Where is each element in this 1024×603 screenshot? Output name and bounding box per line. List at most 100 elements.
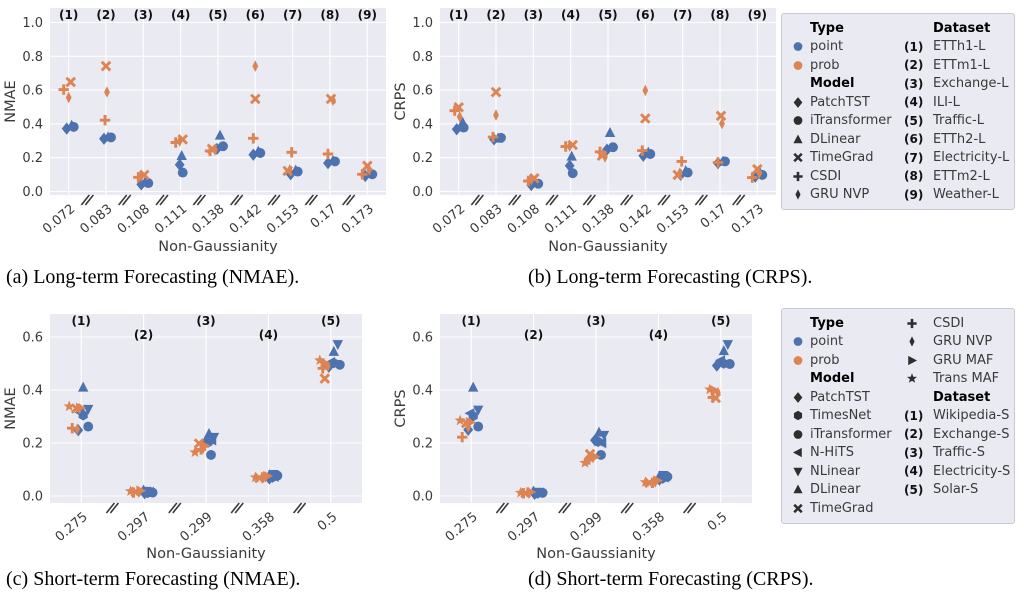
column-label: (1) (59, 8, 78, 22)
x-tick-label: 0.173 (339, 202, 377, 237)
legend-row: (2) ETTm1-L (904, 56, 1009, 75)
x-tick-label: 0.111 (542, 202, 580, 237)
plus-icon (712, 157, 724, 168)
legend-label: ETTh2-L (933, 131, 986, 147)
column-label: (7) (673, 8, 692, 22)
dataset-number: (6) (904, 132, 924, 147)
y-tick-label: 0.8 (412, 50, 433, 65)
column-label: (9) (748, 8, 767, 22)
column-label: (9) (358, 8, 377, 22)
legend-label: point (810, 39, 844, 55)
triangle-up-icon (290, 164, 301, 175)
legend-row: iTransformer (790, 425, 902, 444)
circle-icon (793, 337, 803, 347)
legend-label: NLinear (810, 463, 861, 479)
thin-diamond-icon (286, 164, 293, 176)
legend-row: Trans MAF (904, 370, 1010, 389)
thin-diamond-icon (795, 189, 801, 200)
circle-icon (793, 355, 803, 365)
triangle-left-icon (790, 445, 810, 460)
axis-break-mark (230, 194, 240, 206)
triangle-down-icon (793, 467, 803, 477)
column-label: (8) (320, 8, 339, 22)
circle-icon (793, 60, 803, 70)
thin-diamond-icon (212, 144, 218, 156)
plus-icon (487, 131, 499, 143)
circle-icon (334, 359, 345, 370)
thin-diamond-icon (602, 151, 608, 163)
x-cross-icon (790, 150, 810, 165)
column-label: (1) (72, 314, 91, 328)
legend-label: prob (810, 57, 840, 73)
caption-c: (c) Short-term Forecasting (NMAE). (6, 568, 301, 590)
legend-row: (2) Exchange-S (904, 425, 1010, 444)
axis-break-mark (558, 502, 568, 514)
legend-label: iTransformer (810, 113, 892, 129)
thin-diamond-icon (65, 91, 72, 104)
legend-row: (3) Exchange-L (904, 75, 1009, 94)
legend-label: DLinear (810, 131, 861, 147)
column-label: (1) (449, 8, 468, 22)
column-label: (5) (598, 8, 617, 22)
legend-row: point (790, 333, 902, 352)
thin-diamond-icon (719, 117, 725, 130)
y-tick-label: 0.2 (412, 151, 433, 166)
triangle-down-icon (722, 340, 733, 351)
diamond-icon (790, 390, 810, 405)
legend-label: N-HiTS (810, 445, 854, 461)
plus-icon (286, 147, 297, 158)
triangle-up-icon (203, 427, 215, 438)
circle-icon (793, 429, 803, 439)
star-icon (63, 400, 75, 412)
legend-label: Weather-L (933, 187, 999, 203)
plus-icon (594, 146, 606, 158)
hexagon-icon (793, 411, 803, 421)
triangle-up-icon (793, 484, 803, 494)
column-label: (8) (710, 8, 729, 22)
x-tick-label: 0.299 (177, 510, 215, 545)
y-tick-label: 0.4 (412, 117, 433, 132)
x-tick-label: 0.072 (430, 202, 468, 237)
triangle-right-icon (908, 355, 918, 365)
legend-label: GRU NVP (933, 334, 993, 350)
triangle-up-icon (718, 345, 729, 356)
y-tick-label: 1.0 (22, 16, 43, 31)
dataset-number: (8) (904, 169, 924, 184)
triangle-right-icon (320, 357, 331, 369)
plus-icon (747, 172, 758, 183)
x-tick-label: 0.142 (617, 202, 655, 237)
axis-break-mark (682, 502, 693, 514)
legend-row: (8) ETTm2-L (904, 167, 1009, 186)
y-tick-label: 0.6 (412, 331, 433, 346)
legend-row: (1) Wikipedia-S (904, 407, 1010, 426)
plot-d: 0.0 0.2 0.4 0.6 CRPS (1) (2) (3) (4) (5) 0.275 0.29… (393, 314, 752, 562)
column-label: (5) (711, 314, 730, 328)
x-tick-label: 0.072 (40, 202, 78, 237)
x-cross-icon (793, 503, 803, 513)
legend-header: Type (810, 20, 844, 36)
chart-long-crps: 0.0 0.2 0.4 0.6 0.8 1.0 CRPS (1) (2) (3) (4) (5) (6)… (392, 0, 780, 268)
plus-icon (322, 148, 334, 160)
legend-label: GRU MAF (933, 352, 994, 368)
circle-icon (790, 353, 810, 368)
circle-icon (608, 142, 618, 153)
axis-break-mark (192, 194, 202, 206)
star-icon (904, 371, 933, 386)
x-tick-label: 0.358 (240, 510, 278, 545)
plus-icon (58, 84, 69, 95)
dataset-number: (5) (904, 113, 924, 128)
legend-row: TimeGrad (790, 499, 902, 518)
triangle-right-icon (653, 475, 664, 486)
diamond-icon (793, 391, 803, 403)
axis-break-mark (624, 502, 634, 514)
x-tick-label: 0.138 (189, 202, 227, 237)
triangle-up-icon (78, 381, 89, 392)
plus-icon (790, 169, 810, 184)
circle-icon (206, 449, 216, 460)
dataset-number: (9) (904, 187, 924, 202)
axis-break-mark (508, 194, 518, 206)
legend-row: prob (790, 351, 902, 370)
legend-long-term: Type point prob Model PatchTST iTransformer DL… (781, 13, 1015, 210)
triangle-up-icon (102, 131, 114, 142)
x-tick-label: 0.173 (729, 202, 767, 237)
